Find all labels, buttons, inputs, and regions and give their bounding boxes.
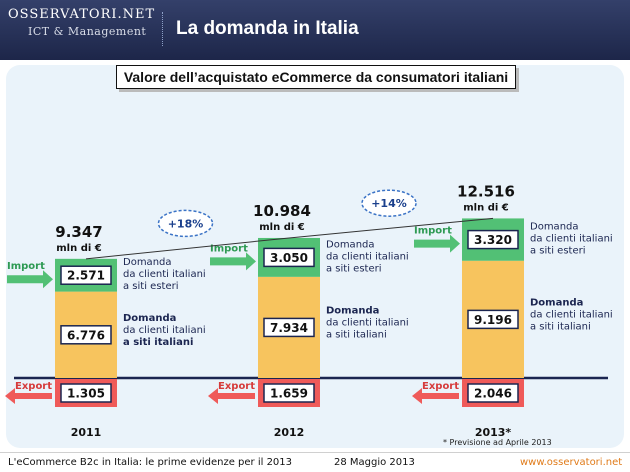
page-title: La domanda in Italia <box>176 18 359 39</box>
domestic-desc-0-0: Domanda <box>123 313 176 324</box>
import-desc-1-0: Domanda <box>326 239 375 250</box>
category-label-2: 2013* <box>475 426 512 439</box>
logo-title: OSSERVATORI.NET <box>8 7 156 22</box>
domestic-desc-1-2: a siti italiani <box>326 329 387 340</box>
label-import-2: 3.320 <box>474 233 512 247</box>
chart-title: Valore dell’acquistato eCommerce da cons… <box>116 65 516 89</box>
label-export-2-box <box>467 383 519 403</box>
label-import-0: 2.571 <box>67 269 105 283</box>
export-label-0: Export <box>15 381 52 392</box>
domestic-desc-0-1: da clienti italiani <box>123 325 206 336</box>
label-domestic-0-box <box>60 325 112 345</box>
footnote: * Previsione ad Aprile 2013 <box>443 438 552 447</box>
label-domestic-2-box <box>467 309 519 330</box>
import-arrow-1 <box>210 252 256 271</box>
import-desc-2-2: a siti esteri <box>530 246 586 257</box>
export-arrow-2 <box>412 388 459 404</box>
export-arrow-1 <box>208 388 255 404</box>
label-domestic-1: 7.934 <box>270 321 308 335</box>
logo-separator <box>162 12 163 46</box>
import-desc-2-0: Domanda <box>530 222 579 233</box>
domestic-desc-2-0: Domanda <box>530 297 583 308</box>
total-value-1: 10.984 <box>253 202 311 220</box>
total-value-2: 12.516 <box>457 182 515 200</box>
import-label-1: Import <box>210 243 248 254</box>
domestic-desc-2-1: da clienti italiani <box>530 309 613 320</box>
export-label-2: Export <box>422 381 459 392</box>
import-desc-1-1: da clienti italiani <box>326 251 409 262</box>
label-import-1-box <box>263 247 315 268</box>
export-label-1: Export <box>218 381 255 392</box>
label-export-1: 1.659 <box>270 387 308 401</box>
growth-bubble-0 <box>157 209 214 238</box>
footer-left-text: L'eCommerce B2c in Italia: le prime evid… <box>8 457 293 468</box>
total-value-0: 9.347 <box>55 223 102 241</box>
growth-line <box>85 217 494 260</box>
import-arrow-0 <box>7 270 53 289</box>
label-export-1-box <box>263 383 315 403</box>
import-desc-2-1: da clienti italiani <box>530 234 613 245</box>
category-label-1: 2012 <box>274 426 305 439</box>
footer-date: 28 Maggio 2013 <box>334 457 415 468</box>
total-unit-0: mln di € <box>56 243 102 254</box>
import-label-0: Import <box>7 261 45 272</box>
logo-subtitle: ICT & Management <box>28 25 147 38</box>
total-unit-1: mln di € <box>259 222 305 233</box>
growth-label-0: +18% <box>168 217 204 230</box>
label-export-0-box <box>60 383 112 403</box>
label-export-0: 1.305 <box>67 387 105 401</box>
export-arrow-0 <box>5 388 52 404</box>
domestic-desc-2-2: a siti italiani <box>530 321 591 332</box>
domestic-desc-1-1: da clienti italiani <box>326 317 409 328</box>
header-bar: OSSERVATORI.NET ICT & Management La doma… <box>0 0 630 60</box>
footer: L'eCommerce B2c in Italia: le prime evid… <box>0 452 630 472</box>
label-import-1: 3.050 <box>270 251 308 265</box>
import-label-2: Import <box>414 226 452 237</box>
label-domestic-0: 6.776 <box>67 328 105 342</box>
total-unit-2: mln di € <box>463 202 509 213</box>
import-arrow-2 <box>414 234 460 253</box>
label-export-2: 2.046 <box>474 387 512 401</box>
label-domestic-1-box <box>263 317 315 338</box>
domestic-desc-1-0: Domanda <box>326 305 379 316</box>
import-desc-1-2: a siti esteri <box>326 263 382 274</box>
growth-label-1: +14% <box>371 197 407 210</box>
import-desc-0-0: Domanda <box>123 257 172 268</box>
label-domestic-2: 9.196 <box>474 313 512 327</box>
import-desc-0-2: a siti esteri <box>123 281 179 292</box>
label-import-2-box <box>467 229 519 250</box>
growth-bubble-1 <box>361 189 417 217</box>
domestic-desc-0-2: a siti italiani <box>123 337 193 348</box>
label-import-0-box <box>60 265 112 285</box>
import-desc-0-1: da clienti italiani <box>123 269 206 280</box>
category-label-0: 2011 <box>71 426 102 439</box>
footer-url[interactable]: www.osservatori.net <box>520 457 623 468</box>
